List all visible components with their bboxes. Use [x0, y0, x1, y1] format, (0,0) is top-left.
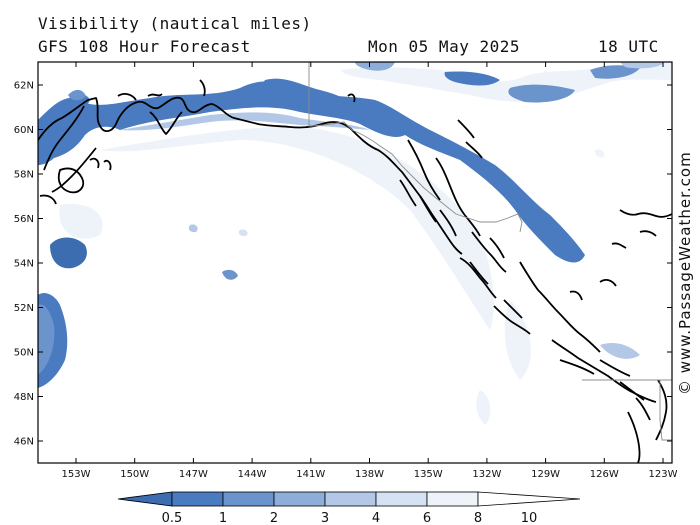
colorbar-label: 2 — [270, 511, 278, 525]
coastline — [38, 79, 672, 463]
colorbar-label: 3 — [321, 511, 329, 525]
latitude-axis: 62N 60N 58N 56N 54N 52N 50N 48N 46N — [14, 81, 34, 448]
colorbar-label: 0.5 — [162, 511, 183, 525]
credit-text: © www.PassageWeather.com — [676, 151, 694, 395]
colorbar-segment — [222, 491, 275, 507]
forecast-time: 18 UTC — [598, 37, 659, 56]
lat-label: 60N — [14, 125, 34, 136]
lon-label: 126W — [590, 469, 619, 480]
map-title: Visibility (nautical miles) — [38, 14, 312, 33]
lon-label: 141W — [296, 469, 325, 480]
colorbar-segment — [426, 491, 479, 507]
colorbar-segment — [171, 491, 224, 507]
colorbar-label: 4 — [372, 511, 380, 525]
lat-label: 62N — [14, 81, 34, 92]
visibility-field — [38, 62, 672, 425]
lon-label: 153W — [62, 469, 91, 480]
lon-label: 129W — [531, 469, 560, 480]
lon-label: 132W — [472, 469, 501, 480]
colorbar-segment — [324, 491, 377, 507]
colorbar-segment — [375, 491, 428, 507]
colorbar-label: 10 — [521, 511, 538, 525]
lon-label: 123W — [649, 469, 678, 480]
colorbar-label: 1 — [219, 511, 227, 525]
colorbar-label: 8 — [474, 511, 482, 525]
colorbar-segment — [273, 491, 326, 507]
lat-label: 50N — [14, 348, 34, 359]
lat-label: 48N — [14, 392, 34, 403]
lat-label: 58N — [14, 170, 34, 181]
axis-ticks — [38, 62, 672, 463]
forecast-model: GFS 108 Hour Forecast — [38, 37, 251, 56]
lon-label: 147W — [179, 469, 208, 480]
lon-label: 150W — [120, 469, 149, 480]
lat-label: 46N — [14, 437, 34, 448]
forecast-date: Mon 05 May 2025 — [368, 37, 520, 56]
lat-label: 52N — [14, 303, 34, 314]
longitude-axis: 153W 150W 147W 144W 141W 138W 135W 132W 129W 126W… — [62, 469, 678, 480]
lat-label: 56N — [14, 214, 34, 225]
lon-label: 135W — [414, 469, 443, 480]
colorbar-segment — [477, 491, 581, 507]
lon-label: 144W — [238, 469, 267, 480]
lon-label: 138W — [355, 469, 384, 480]
colorbar-segment — [117, 491, 173, 507]
lat-label: 54N — [14, 259, 34, 270]
political-border — [308, 62, 672, 441]
visibility-colorbar: 0.5 1 2 3 4 6 8 10 — [117, 491, 581, 525]
colorbar-label: 6 — [423, 511, 431, 525]
